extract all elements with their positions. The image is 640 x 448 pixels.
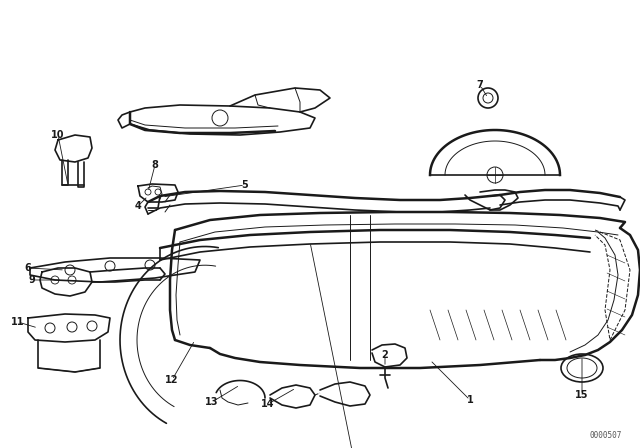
Text: 10: 10: [51, 130, 65, 140]
Text: 11: 11: [12, 317, 25, 327]
Text: 0000507: 0000507: [589, 431, 622, 440]
Text: 9: 9: [29, 275, 35, 285]
Text: 5: 5: [242, 180, 248, 190]
Text: 14: 14: [261, 399, 275, 409]
Text: 4: 4: [134, 201, 141, 211]
Text: 12: 12: [165, 375, 179, 385]
Text: 2: 2: [381, 350, 388, 360]
Text: 15: 15: [575, 390, 589, 400]
Text: 6: 6: [24, 263, 31, 273]
Text: 8: 8: [152, 160, 159, 170]
Text: 13: 13: [205, 397, 219, 407]
Text: 1: 1: [467, 395, 474, 405]
Text: 7: 7: [477, 80, 483, 90]
